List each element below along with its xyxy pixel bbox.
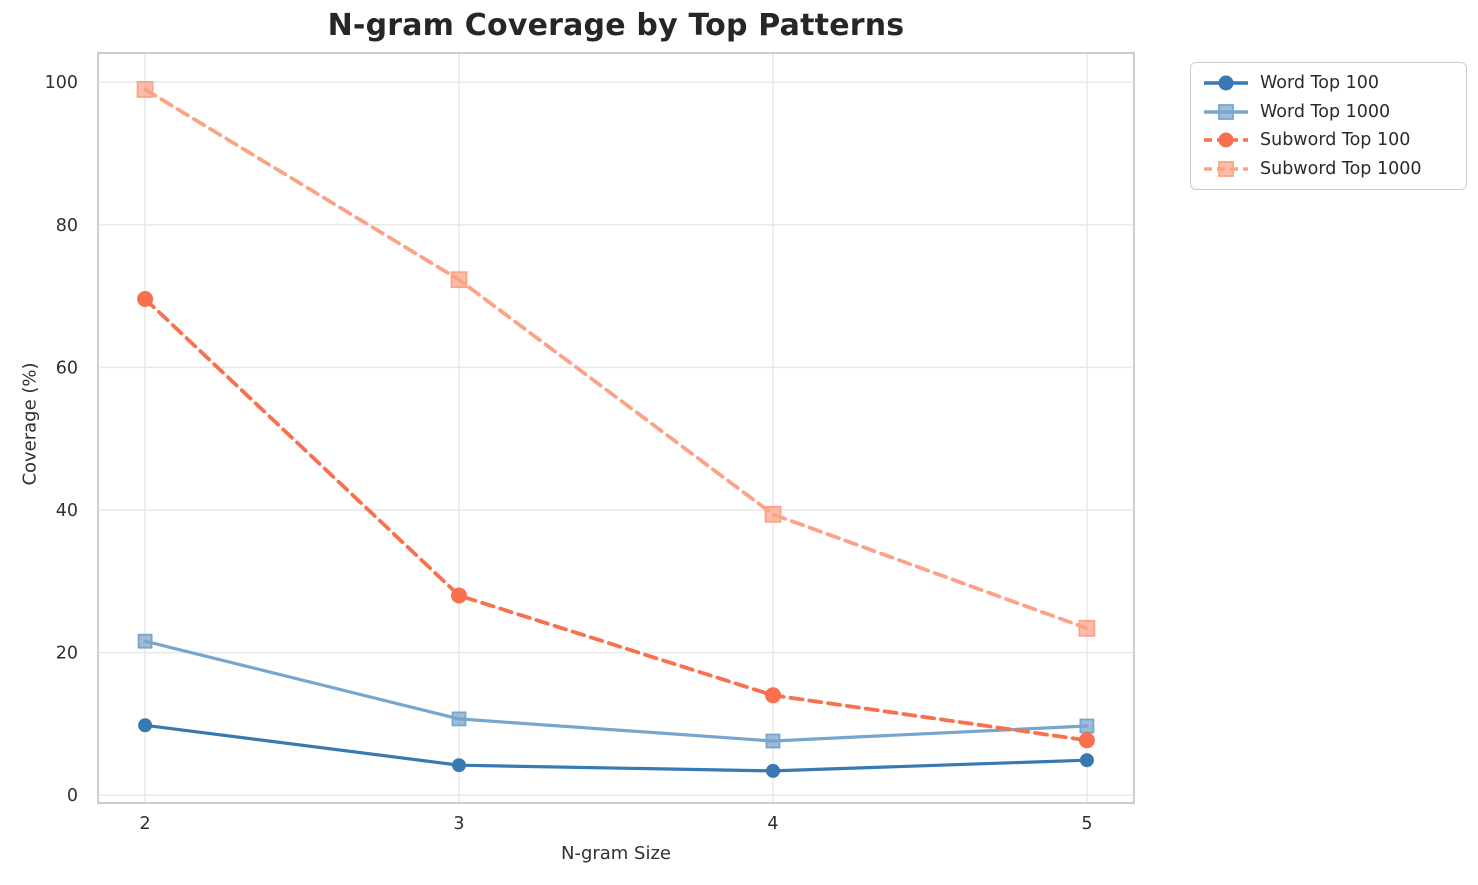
legend-item-subword-top-100: Subword Top 100 [1202,129,1458,151]
chart-title: N-gram Coverage by Top Patterns [327,8,905,43]
marker-circle [1078,732,1095,749]
legend-sample-subword-top-100 [1204,132,1248,148]
legend-sample-word-top-100 [1204,75,1248,91]
legend-marker-square [1218,103,1234,120]
marker-square [765,733,781,749]
y-tick-label: 20 [56,644,78,664]
marker-square [450,271,468,289]
y-tick-label: 40 [56,501,78,521]
marker-square [136,81,154,98]
legend-item-label: Subword Top 1000 [1260,158,1422,179]
legend-sample-word-top-1000 [1204,103,1248,120]
y-tick-label: 0 [67,786,78,806]
series-line-word-top-100 [143,723,1089,773]
legend-marker-circle [1218,132,1234,148]
marker-circle [765,687,781,704]
x-tick-label: 3 [453,814,464,834]
marker-circle [452,758,466,773]
plot-border [97,52,1135,804]
marker-square [1078,619,1096,637]
series-markers-subword-top-1000 [136,81,1096,637]
marker-circle [137,291,154,307]
marker-square [764,505,782,523]
marker-square [1079,718,1095,734]
legend-item-word-top-100: Word Top 100 [1202,72,1458,94]
legend: Word Top 100 Word Top 1000 Subword Top 100… [1190,62,1467,190]
legend-item-label: Subword Top 100 [1260,130,1411,151]
marker-square [137,633,153,649]
y-tick-label: 80 [56,216,78,236]
marker-circle [451,587,467,604]
legend-item-label: Word Top 1000 [1260,101,1391,122]
legend-item-label: Word Top 100 [1260,73,1380,94]
legend-item-subword-top-1000: Subword Top 1000 [1202,158,1458,180]
x-axis-label: N-gram Size [560,843,672,864]
tick-labels: 0 20 40 60 80 100 2 3 4 5 [45,73,1093,834]
series-markers-word-top-100 [138,718,1094,778]
y-tick-label: 100 [45,73,78,93]
series-line-subword-top-100 [143,297,1089,743]
y-axis-label: Coverage (%) [19,362,41,486]
gridlines [98,53,1134,803]
x-tick-label: 2 [140,814,151,834]
series-markers-subword-top-100 [137,291,1095,749]
y-tick-label: 60 [56,358,78,378]
x-tick-label: 4 [767,814,778,834]
series-markers-word-top-1000 [137,633,1095,749]
marker-square [451,711,467,727]
series-line-word-top-1000 [143,639,1089,743]
marker-circle [138,718,153,733]
legend-marker-square [1218,160,1234,177]
legend-sample-subword-top-1000 [1204,160,1248,177]
marker-circle [1079,753,1094,768]
x-tick-label: 5 [1081,814,1092,834]
legend-item-word-top-1000: Word Top 1000 [1202,101,1458,123]
marker-circle [766,763,780,778]
series-line-subword-top-1000 [143,87,1089,631]
legend-marker-circle [1218,75,1234,91]
